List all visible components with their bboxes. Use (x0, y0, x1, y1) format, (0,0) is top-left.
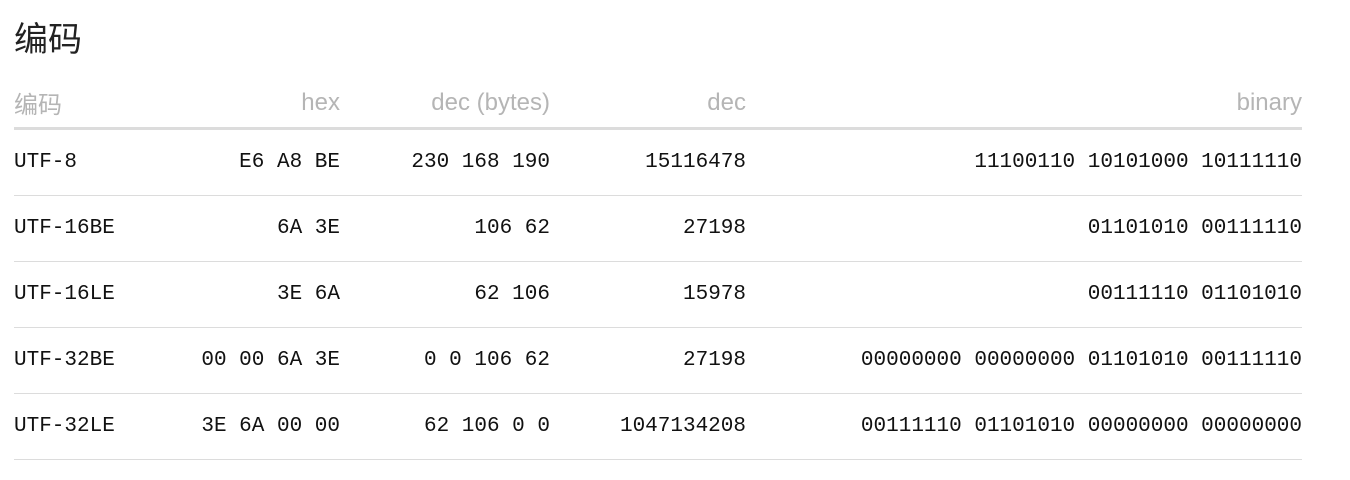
table-row: UTF-32BE 00 00 6A 3E 0 0 106 62 27198 00… (14, 327, 1302, 394)
cell-binary: 01101010 00111110 (746, 195, 1302, 262)
table-row: UTF-16BE 6A 3E 106 62 27198 01101010 001… (14, 195, 1302, 262)
header-encoding: 编码 (14, 78, 134, 130)
cell-encoding: UTF-16LE (14, 261, 134, 328)
encoding-table: 编码 hex dec (bytes) dec binary UTF-8 E6 A… (14, 78, 1302, 460)
cell-hex: 00 00 6A 3E (134, 327, 340, 394)
cell-dec-bytes: 230 168 190 (340, 128, 550, 196)
table-row: UTF-8 E6 A8 BE 230 168 190 15116478 1110… (14, 128, 1302, 196)
header-dec-bytes: dec (bytes) (340, 78, 550, 130)
cell-binary: 00000000 00000000 01101010 00111110 (746, 327, 1302, 394)
header-dec: dec (550, 78, 746, 130)
cell-dec-bytes: 0 0 106 62 (340, 327, 550, 394)
header-hex: hex (134, 78, 340, 130)
cell-encoding: UTF-32LE (14, 393, 134, 460)
cell-binary: 11100110 10101000 10111110 (746, 128, 1302, 196)
cell-dec-bytes: 62 106 0 0 (340, 393, 550, 460)
cell-hex: E6 A8 BE (134, 128, 340, 196)
cell-dec: 15978 (550, 261, 746, 328)
cell-hex: 3E 6A (134, 261, 340, 328)
cell-binary: 00111110 01101010 (746, 261, 1302, 328)
cell-hex: 3E 6A 00 00 (134, 393, 340, 460)
table-body: UTF-8 E6 A8 BE 230 168 190 15116478 1110… (14, 128, 1302, 460)
cell-dec-bytes: 62 106 (340, 261, 550, 328)
cell-dec: 27198 (550, 195, 746, 262)
page-title: 编码 (14, 20, 82, 60)
cell-encoding: UTF-8 (14, 128, 134, 196)
cell-binary: 00111110 01101010 00000000 00000000 (746, 393, 1302, 460)
cell-dec: 1047134208 (550, 393, 746, 460)
cell-dec: 27198 (550, 327, 746, 394)
header-row: 编码 hex dec (bytes) dec binary (14, 78, 1302, 130)
header-binary: binary (746, 78, 1302, 130)
cell-encoding: UTF-16BE (14, 195, 134, 262)
cell-encoding: UTF-32BE (14, 327, 134, 394)
table-row: UTF-32LE 3E 6A 00 00 62 106 0 0 10471342… (14, 393, 1302, 460)
table-header: 编码 hex dec (bytes) dec binary (14, 78, 1302, 130)
table-row: UTF-16LE 3E 6A 62 106 15978 00111110 011… (14, 261, 1302, 328)
cell-hex: 6A 3E (134, 195, 340, 262)
cell-dec: 15116478 (550, 128, 746, 196)
cell-dec-bytes: 106 62 (340, 195, 550, 262)
